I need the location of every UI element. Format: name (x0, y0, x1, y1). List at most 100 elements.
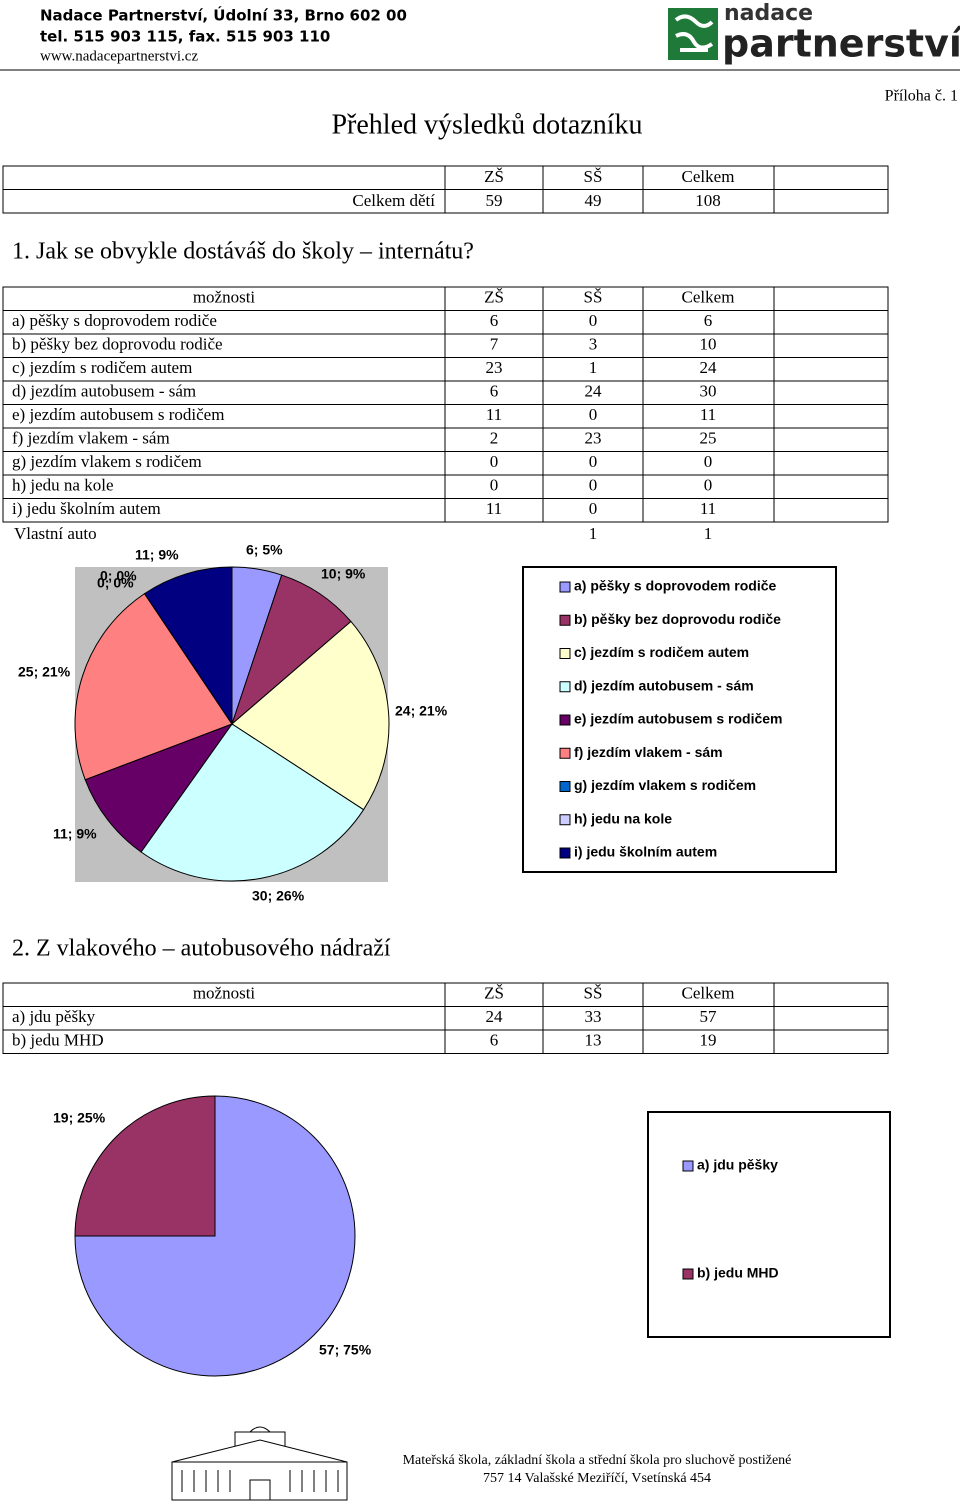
cell-value: 23 (585, 429, 602, 448)
legend-label: i) jedu školním autem (574, 844, 717, 860)
data-label: 25; 21% (18, 664, 71, 680)
data-label: 0; 0% (100, 568, 137, 584)
legend-swatch (559, 581, 571, 593)
column-header: Celkem (682, 984, 735, 1003)
legend-label: c) jezdím s rodičem autem (574, 644, 749, 660)
pie-slice (84, 722, 234, 853)
column-header: ZŠ (484, 288, 504, 307)
logo-text: nadace (724, 1, 813, 26)
cell-value: 10 (700, 335, 717, 354)
column-header: Celkem (682, 288, 735, 307)
row-label: b) pěšky bez doprovodu rodiče (12, 335, 223, 354)
building-windows (181, 1470, 339, 1500)
cell-value: 0 (589, 452, 598, 471)
cell-value: 6 (490, 311, 499, 330)
cell-value: 33 (585, 1007, 602, 1026)
pie-slice (230, 574, 352, 726)
legend-label: a) pěšky s doprovodem rodiče (574, 578, 776, 594)
logo-text: partnerství (722, 22, 960, 66)
cell-value: 23 (486, 358, 503, 377)
legend-label: a) jdu pěšky (697, 1157, 778, 1173)
column-header: Celkem (682, 167, 735, 186)
header-line: www.nadacepartnerstvi.cz (40, 48, 198, 64)
table-cell (773, 498, 889, 523)
row-label: d) jezdím autobusem - sám (12, 382, 196, 401)
cell-value: 11 (486, 499, 502, 518)
legend-swatch (682, 1268, 694, 1280)
footer-line: Mateřská škola, základní škola a střední… (403, 1453, 792, 1468)
cell-value: 1 (589, 358, 598, 377)
cell-value: 1 (704, 524, 713, 543)
column-header: SŠ (584, 167, 603, 186)
pie-slice (140, 723, 365, 882)
row-label: a) pěšky s doprovodem rodiče (12, 311, 217, 330)
cell-value: 49 (585, 191, 602, 210)
pie-slice (74, 1095, 356, 1377)
legend-swatch (559, 648, 571, 659)
pie-slice (74, 592, 233, 781)
heading: 2. Z vlakového – autobusového nádraží (12, 936, 391, 962)
logo-icon-mark (674, 14, 714, 52)
title: Přehled výsledků dotazníku (331, 109, 642, 140)
legend-swatch (559, 781, 571, 792)
cell-value: 7 (490, 335, 499, 354)
row-label: f) jezdím vlakem - sám (12, 429, 170, 448)
row-label: i) jedu školním autem (12, 499, 161, 518)
cell-value: 11 (486, 405, 502, 424)
footer-building (171, 1426, 348, 1501)
cell-value: 59 (486, 191, 503, 210)
column-header: SŠ (584, 984, 603, 1003)
data-label: 11; 9% (53, 826, 97, 842)
data-label: 24; 21% (395, 703, 448, 719)
pie-slice (74, 1095, 216, 1237)
footer-line: 757 14 Valašské Meziříčí, Vsetínská 454 (483, 1471, 711, 1486)
cell-value: 6 (490, 1031, 499, 1050)
legend-swatch (559, 814, 571, 826)
row-label: g) jezdím vlakem s rodičem (12, 452, 202, 471)
column-header: ZŠ (484, 167, 504, 186)
data-label: 6; 5% (246, 542, 283, 558)
cell-value: 30 (700, 382, 717, 401)
cell-value: 108 (695, 191, 721, 210)
legend-label: f) jezdím vlakem - sám (574, 744, 723, 760)
row-label: Celkem dětí (352, 191, 435, 210)
cell-value: 57 (700, 1007, 718, 1026)
table-cell (773, 1029, 889, 1054)
legend-swatch (559, 614, 571, 626)
cell-value: 19 (700, 1031, 717, 1050)
cell-value: 24 (585, 382, 603, 401)
building-wall (171, 1461, 348, 1501)
legend (522, 566, 837, 873)
logo-icon (668, 8, 718, 60)
legend-swatch (559, 681, 571, 693)
cell-value: 0 (589, 476, 598, 495)
header-line: tel. 515 903 115, fax. 515 903 110 (40, 28, 330, 46)
legend (647, 1111, 891, 1338)
legend-swatch (559, 714, 571, 726)
cell-value: 0 (490, 452, 499, 471)
header-line: Nadace Partnerství, Údolní 33, Brno 602 … (40, 6, 407, 25)
data-label: 57; 75% (319, 1342, 372, 1358)
column-header: možnosti (193, 984, 256, 1003)
cell-value: 0 (589, 311, 598, 330)
cell-value: 24 (486, 1007, 504, 1026)
row-label: c) jezdím s rodičem autem (12, 358, 192, 377)
column-header: možnosti (193, 288, 256, 307)
row-label: h) jedu na kole (12, 476, 114, 495)
logo: nadace partnerství (668, 1, 960, 66)
legend-swatch (559, 847, 571, 859)
cell-value: 24 (700, 358, 718, 377)
cell-value: 0 (490, 476, 499, 495)
data-label: 30; 26% (252, 888, 305, 904)
cell-value: 0 (704, 476, 713, 495)
column-header: ZŠ (484, 984, 504, 1003)
legend-swatch (559, 747, 571, 759)
cell-value: 2 (490, 429, 499, 448)
data-label: 11; 9% (135, 547, 179, 563)
data-label: 19; 25% (53, 1110, 106, 1126)
cell-value: 25 (700, 429, 717, 448)
column-header: SŠ (584, 288, 603, 307)
legend-label: b) pěšky bez doprovodu rodiče (574, 611, 781, 627)
cell-value: 11 (700, 499, 716, 518)
